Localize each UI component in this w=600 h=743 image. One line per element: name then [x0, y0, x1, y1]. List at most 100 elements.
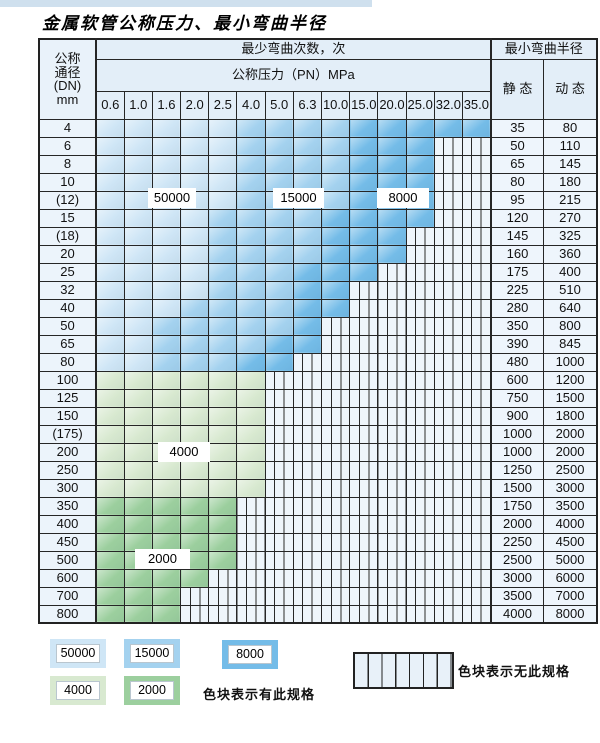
unavailable-cell — [461, 226, 492, 246]
available-cell — [208, 136, 238, 156]
unavailable-cell — [405, 262, 435, 282]
available-cell — [320, 244, 351, 264]
dn-cell: 6 — [38, 136, 97, 156]
available-cell — [151, 334, 182, 354]
available-cell — [180, 352, 210, 372]
available-cell — [94, 172, 125, 192]
available-cell — [94, 370, 125, 390]
dynamic-value-cell: 4000 — [543, 514, 598, 534]
pressure-tick: 2.0 — [180, 90, 210, 120]
unavailable-cell — [433, 262, 463, 282]
available-cell — [151, 496, 182, 516]
available-cell — [292, 226, 323, 246]
table-row: 600 3000 6000 — [38, 568, 598, 588]
page-top-strip — [0, 0, 372, 7]
unavailable-cell — [461, 388, 492, 408]
available-cell — [208, 478, 238, 498]
available-cell — [94, 208, 125, 228]
available-cell — [94, 280, 125, 300]
unavailable-cell — [349, 280, 379, 300]
available-cell — [377, 208, 407, 228]
available-cell — [208, 496, 238, 516]
static-value-cell: 2500 — [489, 550, 545, 570]
unavailable-cell — [320, 514, 351, 534]
dn-cell: 300 — [38, 478, 97, 498]
pressure-tick: 25.0 — [405, 90, 435, 120]
available-cell — [94, 550, 125, 570]
unavailable-cell — [405, 460, 435, 480]
available-cell — [208, 388, 238, 408]
available-cell — [180, 226, 210, 246]
dn-cell: (175) — [38, 424, 97, 444]
available-cell — [123, 154, 153, 174]
dynamic-value-cell: 1200 — [543, 370, 598, 390]
available-cell — [94, 298, 125, 318]
available-cell — [208, 424, 238, 444]
unavailable-cell — [377, 280, 407, 300]
table-row: 4 35 80 — [38, 118, 598, 138]
unavailable-cell — [461, 154, 492, 174]
unavailable-cell — [349, 298, 379, 318]
dn-cell: 125 — [38, 388, 97, 408]
table-row: 200 1000 2000 — [38, 442, 598, 462]
available-cell — [151, 208, 182, 228]
unavailable-cell — [405, 226, 435, 246]
unavailable-cell — [461, 604, 492, 624]
available-cell — [151, 172, 182, 192]
pressure-tick: 5.0 — [264, 90, 294, 120]
unavailable-cell — [208, 586, 238, 606]
dn-cell: 450 — [38, 532, 97, 552]
available-cell — [123, 316, 153, 336]
unavailable-cell — [292, 532, 323, 552]
available-cell — [151, 136, 182, 156]
available-cell — [236, 442, 266, 462]
available-cell — [151, 586, 182, 606]
unavailable-cell — [264, 424, 294, 444]
table-row: 25 175 400 — [38, 262, 598, 282]
available-cell — [405, 208, 435, 228]
available-cell — [208, 406, 238, 426]
unavailable-cell — [377, 424, 407, 444]
unavailable-cell — [264, 496, 294, 516]
table-row: 400 2000 4000 — [38, 514, 598, 534]
dn-cell: 600 — [38, 568, 97, 588]
available-cell — [236, 406, 266, 426]
unavailable-cell — [236, 604, 266, 624]
unavailable-cell — [461, 262, 492, 282]
unavailable-cell — [292, 352, 323, 372]
dynamic-value-cell: 360 — [543, 244, 598, 264]
static-value-cell: 480 — [489, 352, 545, 372]
available-cell — [236, 460, 266, 480]
pressure-tick: 15.0 — [349, 90, 379, 120]
dynamic-value-cell: 6000 — [543, 568, 598, 588]
unavailable-cell — [377, 442, 407, 462]
legend-item-50000: 50000 — [50, 639, 106, 668]
unavailable-cell — [377, 406, 407, 426]
table-row: 8 65 145 — [38, 154, 598, 174]
available-cell — [151, 460, 182, 480]
unavailable-cell — [264, 442, 294, 462]
static-value-cell: 1250 — [489, 460, 545, 480]
spec-table-wrap: 公称 通径 (DN) mm 最少弯曲次数，次 最小弯曲半径 公称压力（PN）MPa 静 态动 … — [38, 38, 598, 624]
unavailable-cell — [292, 604, 323, 624]
static-value-cell: 1750 — [489, 496, 545, 516]
static-value-cell: 3500 — [489, 586, 545, 606]
available-cell — [123, 262, 153, 282]
dn-cell: 20 — [38, 244, 97, 264]
dn-cell: 200 — [38, 442, 97, 462]
available-cell — [377, 118, 407, 138]
available-cell — [236, 118, 266, 138]
available-cell — [94, 352, 125, 372]
unavailable-cell — [264, 388, 294, 408]
available-cell — [180, 154, 210, 174]
table-row: 300 1500 3000 — [38, 478, 598, 498]
unavailable-cell — [405, 370, 435, 390]
available-cell — [151, 244, 182, 264]
available-cell — [180, 316, 210, 336]
dn-cell: 40 — [38, 298, 97, 318]
available-cell — [123, 586, 153, 606]
dynamic-value-cell: 270 — [543, 208, 598, 228]
available-cell — [180, 334, 210, 354]
radius-header: 最小弯曲半径 — [489, 38, 598, 60]
table-row: 150 900 1800 — [38, 406, 598, 426]
